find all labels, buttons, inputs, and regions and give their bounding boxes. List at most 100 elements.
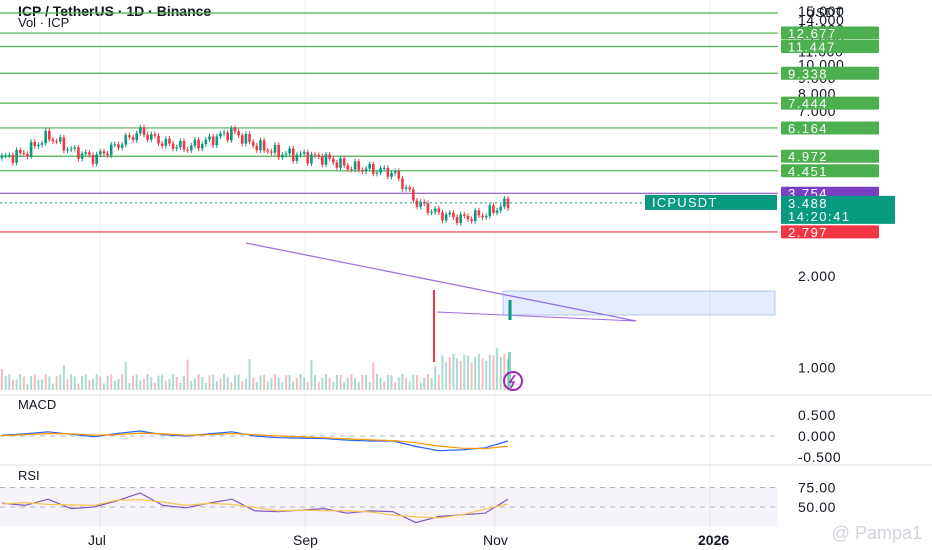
candle-body bbox=[222, 132, 226, 134]
volume-bar bbox=[110, 374, 113, 390]
candle-body bbox=[62, 137, 66, 151]
volume-bar bbox=[383, 381, 386, 390]
candle-body bbox=[77, 147, 80, 159]
candle-body bbox=[120, 144, 124, 148]
volume-bar bbox=[51, 383, 54, 390]
volume-bar bbox=[492, 355, 495, 390]
macd-tick-label: -0.500 bbox=[798, 449, 841, 465]
candle-body bbox=[331, 158, 335, 163]
volume-bar bbox=[466, 355, 469, 390]
candle-body bbox=[208, 136, 211, 140]
level-label-text: 12.677 bbox=[788, 26, 837, 41]
time-tick-label: 2026 bbox=[698, 532, 729, 548]
candle-body bbox=[302, 152, 306, 154]
candle-body bbox=[270, 151, 273, 153]
volume-bar bbox=[223, 374, 226, 390]
time-tick-label: Nov bbox=[483, 532, 508, 548]
candle-body bbox=[51, 139, 55, 142]
volume-bar bbox=[426, 374, 429, 390]
volume-bar bbox=[441, 355, 444, 390]
volume-bar bbox=[386, 374, 389, 390]
candle-body bbox=[397, 170, 401, 179]
level-label-bg bbox=[781, 39, 879, 53]
candle-body bbox=[251, 141, 255, 146]
level-label-text: 11.447 bbox=[788, 39, 836, 54]
candle-body bbox=[437, 208, 441, 213]
volume-bar bbox=[284, 375, 287, 390]
candle-body bbox=[426, 203, 430, 213]
candle-body bbox=[179, 140, 182, 148]
candle-body bbox=[4, 155, 7, 157]
volume-bar bbox=[361, 374, 364, 390]
volume-bar bbox=[241, 381, 244, 390]
volume-bar bbox=[488, 354, 491, 390]
rsi-tick-label: 75.00 bbox=[798, 480, 836, 496]
candle-body bbox=[295, 154, 299, 161]
volume-bar bbox=[365, 375, 368, 390]
volume-bar bbox=[99, 376, 102, 390]
candle-body bbox=[226, 132, 229, 141]
countdown-text: 14:20:41 bbox=[788, 209, 851, 224]
volume-bar bbox=[30, 376, 33, 390]
candle-body bbox=[117, 144, 120, 148]
volume-bar bbox=[193, 378, 196, 390]
volume-bar bbox=[412, 374, 415, 390]
candle-body bbox=[357, 161, 361, 170]
volume-bar bbox=[499, 356, 502, 390]
volume-bar bbox=[132, 375, 135, 390]
candle-body bbox=[171, 143, 175, 149]
candle-body bbox=[88, 152, 91, 155]
candle-body bbox=[393, 170, 397, 173]
volume-bar bbox=[481, 358, 484, 390]
volume-bar bbox=[1, 369, 3, 390]
candle-body bbox=[273, 144, 277, 153]
candle-body bbox=[244, 134, 248, 144]
volume-bar bbox=[452, 354, 455, 390]
level-label-bg bbox=[781, 225, 879, 239]
candle-body bbox=[390, 172, 393, 177]
volume-bar bbox=[310, 360, 313, 390]
volume-bar bbox=[292, 381, 295, 390]
volume-bar bbox=[48, 376, 51, 390]
volume-bar bbox=[168, 378, 171, 390]
volume-bar bbox=[219, 378, 222, 390]
volume-bar bbox=[95, 374, 98, 390]
volume-bar bbox=[463, 354, 466, 390]
volume-bar bbox=[394, 382, 397, 390]
volume-bar bbox=[459, 361, 462, 390]
volume-bar bbox=[146, 374, 149, 390]
level-label-text: 7.444 bbox=[788, 96, 828, 111]
volume-bar bbox=[503, 354, 506, 390]
candle-body bbox=[310, 154, 313, 164]
candle-body bbox=[422, 201, 426, 204]
price-tick-label: 14.000 bbox=[798, 12, 844, 28]
candle-body bbox=[266, 150, 270, 152]
candle-body bbox=[7, 155, 11, 157]
volume-bar bbox=[215, 380, 218, 390]
candle-body bbox=[342, 158, 346, 166]
candle-body bbox=[291, 148, 295, 161]
candle-body bbox=[379, 168, 382, 173]
candle-body bbox=[415, 200, 419, 207]
candle-body bbox=[149, 134, 153, 140]
volume-bar bbox=[401, 374, 404, 390]
volume-bar bbox=[248, 359, 251, 390]
price-label-text: 3.488 bbox=[788, 196, 828, 211]
candle-body bbox=[262, 140, 266, 151]
volume-bar bbox=[230, 382, 233, 390]
macd-tick-label: 0.000 bbox=[798, 428, 836, 444]
time-tick-label: Jul bbox=[88, 532, 106, 548]
candle-body bbox=[109, 144, 113, 156]
volume-bar bbox=[62, 365, 65, 390]
candle-body bbox=[48, 130, 51, 140]
volume-bar bbox=[153, 382, 156, 390]
volume-bar bbox=[190, 380, 193, 390]
candle-body bbox=[452, 212, 455, 218]
volume-bar bbox=[477, 354, 480, 390]
candle-body bbox=[495, 210, 499, 213]
volume-bar bbox=[66, 379, 69, 390]
level-label-bg bbox=[781, 26, 879, 40]
alert-icon bbox=[508, 374, 516, 389]
volume-bar bbox=[135, 374, 138, 390]
